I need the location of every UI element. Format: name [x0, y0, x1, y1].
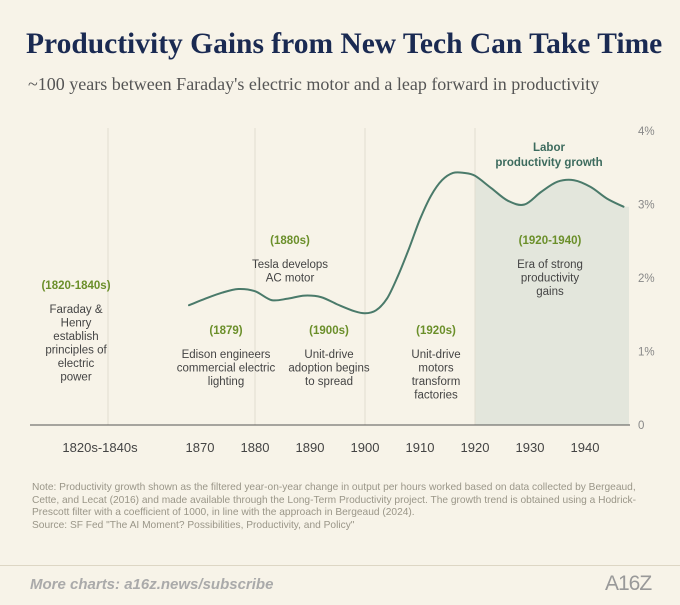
annotation-date: (1920-1940): [519, 235, 582, 247]
annotation: (1880s) Tesla develops AC motor: [252, 235, 328, 285]
productivity-growth-line: [188, 171, 625, 315]
chart-canvas: 0 1% 2% 3% 4% 1820s-1840s 1870 1880 1890 1900 1910…: [30, 126, 655, 455]
source-text: Source: SF Fed "The AI Moment? Possibili…: [32, 519, 355, 531]
annotation-text-line: Edison engineers: [182, 349, 271, 361]
annotation-date: (1880s): [270, 235, 310, 247]
annotation-date: (1920s): [416, 325, 456, 337]
annotation-text-line: productivity: [521, 273, 579, 285]
vertical-lines-layer: [107, 128, 476, 425]
annotation-text-line: commercial electric: [177, 363, 276, 375]
annotation-text-line: motors: [418, 363, 453, 375]
annotation-text-line: power: [60, 372, 91, 384]
series-label-line: Labor: [533, 142, 565, 154]
shaded-era-region: [475, 175, 629, 425]
x-tick-label: 1880: [241, 440, 270, 455]
annotation-text-line: Henry: [61, 318, 92, 330]
annotation-text-line: electric: [58, 358, 95, 370]
annotation-text-line: Unit-drive: [411, 349, 460, 361]
annotation: (1879) Edison engineers commercial electri…: [177, 325, 276, 388]
annotation-text-line: principles of: [45, 345, 107, 357]
series-label-line: productivity growth: [495, 157, 602, 169]
x-tick-label: 1930: [516, 440, 545, 455]
annotation-text-line: Faraday &: [49, 304, 102, 316]
annotations-layer: Labor productivity growth (1820-1840s) Fara…: [41, 142, 602, 402]
annotation-text-line: Unit-drive: [304, 349, 353, 361]
annotation-date: (1820-1840s): [41, 280, 110, 292]
y-tick-label: 3%: [638, 200, 655, 212]
annotation-text-line: to spread: [305, 376, 353, 388]
chart-title: Productivity Gains from New Tech Can Tak…: [26, 28, 663, 60]
y-tick-label: 0: [638, 420, 644, 432]
a16z-logo: A16Z: [605, 572, 652, 595]
annotation-text-line: factories: [414, 390, 458, 402]
y-tick-label: 1%: [638, 347, 655, 359]
footer-divider: [0, 565, 680, 566]
annotation-text-line: transform: [412, 376, 461, 388]
annotation-date: (1879): [209, 325, 242, 337]
x-tick-label: 1910: [406, 440, 435, 455]
x-tick-label: 1940: [571, 440, 600, 455]
footer-link[interactable]: More charts: a16z.news/subscribe: [30, 576, 274, 593]
annotation-text-line: establish: [53, 331, 98, 343]
annotation-text-line: Tesla develops: [252, 259, 328, 271]
annotation-text-line: adoption begins: [288, 363, 369, 375]
annotation: (1920-1940) Era of strong productivitygain…: [517, 235, 583, 298]
axis-layer: 0 1% 2% 3% 4% 1820s-1840s 1870 1880 1890 1900 1910…: [30, 126, 655, 455]
x-tick-label: 1870: [186, 440, 215, 455]
x-tick-label: 1890: [296, 440, 325, 455]
x-tick-label: 1900: [351, 440, 380, 455]
series-line-layer: [188, 171, 625, 315]
x-tick-label: 1820s-1840s: [62, 440, 138, 455]
y-tick-label: 4%: [638, 126, 655, 138]
chart-note: Note: Productivity growth shown as the f…: [32, 482, 644, 532]
annotation-text-line: Era of strong: [517, 259, 583, 271]
chart-subtitle: ~100 years between Faraday's electric mo…: [28, 74, 600, 94]
note-text: Note: Productivity growth shown as the f…: [32, 482, 637, 519]
shaded-region-layer: [475, 175, 629, 425]
x-tick-label: 1920: [461, 440, 490, 455]
y-tick-label: 2%: [638, 273, 655, 285]
annotation-date: (1900s): [309, 325, 349, 337]
annotation-text-line: gains: [536, 286, 564, 298]
annotation-text-line: AC motor: [266, 273, 315, 285]
annotation-text-line: lighting: [208, 376, 244, 388]
